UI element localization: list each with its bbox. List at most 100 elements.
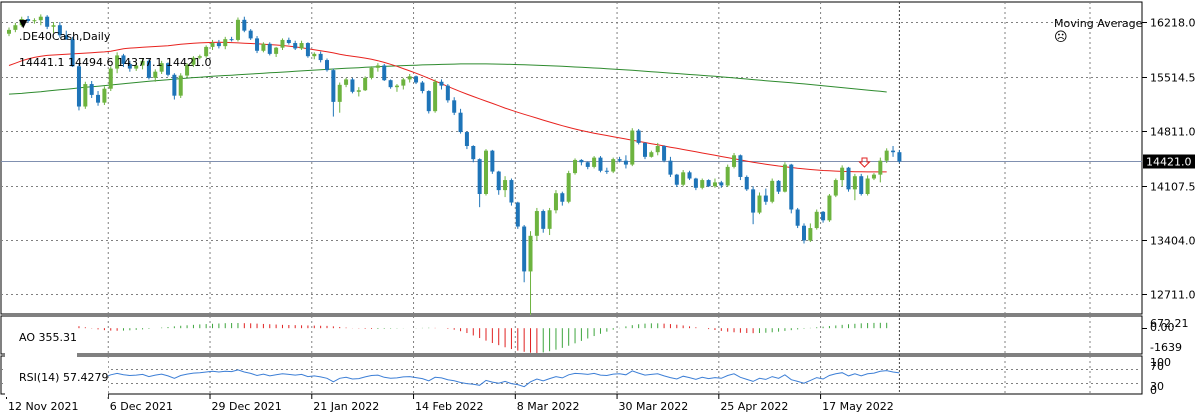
candle-body — [871, 174, 876, 179]
candle-body — [96, 94, 101, 103]
ao-tick-label: -1639 — [1150, 341, 1182, 354]
candle-body — [229, 39, 234, 41]
candle-body — [585, 162, 590, 167]
ao-label: AO 355.31 — [5, 318, 77, 357]
candle-body — [776, 180, 781, 192]
candle-body — [846, 167, 851, 190]
ao-value: 355.31 — [38, 331, 78, 344]
candle-body — [32, 20, 37, 22]
candle-body — [477, 159, 482, 194]
candle-body — [878, 160, 883, 175]
candle-body — [547, 210, 552, 229]
candle-body — [382, 65, 387, 81]
grid-layer — [1, 2, 1142, 394]
candle-body — [439, 81, 444, 86]
candle-body — [757, 195, 762, 213]
price-tick-label: 14811.0 — [1150, 126, 1196, 139]
rsi-panel — [0, 355, 1143, 395]
ohlc-values: 14441.1 14494.6 14377.1 14421.0 — [19, 56, 212, 69]
candle-body — [738, 155, 743, 177]
candle-body — [344, 79, 349, 85]
candle-body — [305, 43, 310, 57]
candle-body — [833, 180, 838, 196]
date-tick-label: 14 Feb 2022 — [415, 400, 483, 413]
candle-body — [185, 64, 190, 76]
candle-body — [662, 146, 667, 161]
indicator-badge[interactable]: Moving Average ☹ — [1040, 4, 1142, 58]
candle-body — [420, 82, 425, 92]
candle-body — [280, 39, 285, 48]
rsi-line-layer — [8, 369, 900, 388]
candle-body — [859, 176, 864, 194]
candle-body — [325, 60, 329, 71]
candle-body — [795, 209, 800, 226]
date-tick-label: 6 Dec 2021 — [110, 400, 173, 413]
candle-body — [363, 77, 368, 91]
candle-body — [375, 65, 380, 68]
price-tick-label: 15514.5 — [1150, 72, 1196, 85]
candle-body — [802, 225, 806, 241]
candle-body — [566, 173, 571, 202]
candle-body — [668, 160, 673, 175]
candle-body — [744, 176, 749, 190]
candle-body — [318, 53, 323, 61]
candle-body — [172, 74, 177, 96]
candle-body — [751, 189, 756, 213]
candle-body — [38, 16, 43, 21]
main-panel — [0, 1, 1143, 315]
candle-body — [312, 53, 317, 57]
candle-body — [579, 159, 584, 163]
candle-body — [134, 65, 139, 69]
candle-body — [197, 56, 202, 58]
candle-body — [503, 180, 508, 191]
candle-body — [235, 19, 240, 40]
candle-body — [178, 75, 183, 96]
sell-arrow-icon — [858, 157, 871, 168]
ao-tick-label: 672.21 — [1150, 317, 1189, 330]
header-bar: ▼ .DE40Cash,Daily 14441.1 14494.6 14377.… — [5, 4, 211, 82]
date-tick-label: 30 Mar 2022 — [619, 400, 689, 413]
candle-body — [26, 19, 31, 21]
candle-body — [115, 55, 120, 69]
candle-body — [719, 182, 724, 186]
candle-body — [814, 211, 819, 229]
candle-body — [821, 211, 826, 221]
collapse-triangle-icon[interactable]: ▼ — [19, 17, 28, 30]
candle-body — [655, 146, 660, 153]
candle-body — [496, 171, 501, 191]
date-tick-label: 17 May 2022 — [822, 400, 894, 413]
candle-body — [484, 150, 488, 194]
candle-body — [64, 35, 69, 40]
date-tick-label: 21 Jan 2022 — [313, 400, 379, 413]
candle-body — [394, 85, 399, 88]
candle-body — [426, 91, 431, 112]
candle-body — [121, 55, 126, 64]
candle-body — [782, 164, 787, 192]
candle-body — [598, 157, 603, 171]
candle-body — [725, 166, 730, 186]
date-tick-label: 8 Mar 2022 — [517, 400, 580, 413]
smiley-icon: ☹ — [1054, 30, 1068, 45]
candle-body — [464, 132, 469, 146]
candle-body — [261, 43, 266, 51]
candle-body — [560, 193, 565, 202]
price-tick-label: 14107.5 — [1150, 181, 1196, 194]
candle-body — [611, 159, 616, 172]
candle-body — [471, 146, 476, 160]
candle-body — [223, 39, 228, 47]
candle-body — [13, 25, 18, 30]
candle-body — [681, 172, 686, 185]
candle-body — [166, 63, 170, 75]
candle-body — [242, 19, 247, 31]
candle-body — [604, 170, 609, 172]
candle-body — [808, 228, 813, 241]
axis-layer: 12 Nov 2021 6 Dec 2021 29 Dec 2021 21 Jan 2… — [6, 17, 1196, 413]
candle-body — [700, 180, 705, 188]
symbol-label: .DE40Cash,Daily — [19, 30, 111, 43]
candle-body — [350, 79, 355, 92]
candle-body — [210, 43, 215, 47]
candle-body — [789, 164, 794, 210]
candle-body — [70, 39, 75, 67]
candle-body — [19, 19, 24, 26]
ao-tick-label: 0.00 — [1150, 321, 1175, 334]
